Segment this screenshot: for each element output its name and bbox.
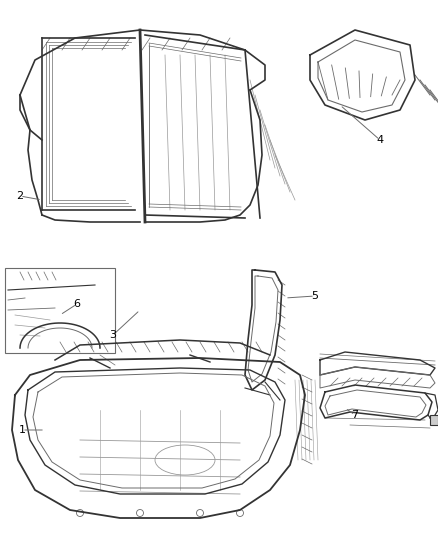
Text: 4: 4 bbox=[376, 135, 384, 145]
Text: 5: 5 bbox=[311, 291, 318, 301]
Text: 2: 2 bbox=[17, 191, 24, 201]
Bar bbox=[5, 268, 115, 353]
Text: 1: 1 bbox=[18, 425, 25, 435]
Text: 3: 3 bbox=[110, 330, 117, 340]
Text: 7: 7 bbox=[351, 410, 359, 420]
Bar bbox=[430, 415, 438, 425]
Text: 6: 6 bbox=[74, 299, 81, 309]
